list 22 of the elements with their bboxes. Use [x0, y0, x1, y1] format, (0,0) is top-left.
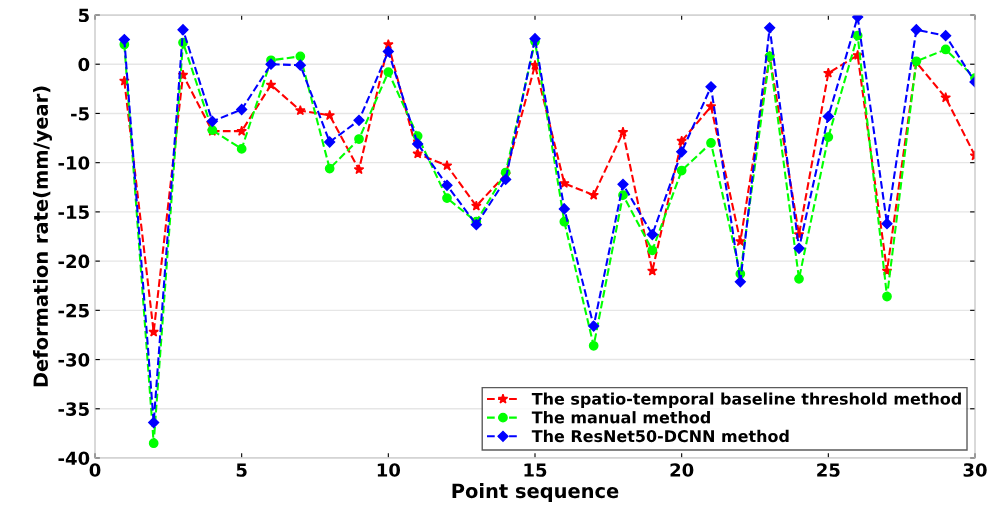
y-tick-label: -30 — [58, 353, 90, 367]
legend-label: The ResNet50-DCNN method — [531, 429, 789, 443]
x-tick-label: 25 — [817, 463, 840, 477]
x-tick-label: 0 — [89, 463, 101, 477]
y-axis-title: Deformation rate(mm/year) — [32, 86, 52, 387]
y-tick-label: -35 — [58, 402, 89, 416]
x-tick-label: 20 — [670, 463, 694, 477]
x-tick-label: 5 — [236, 463, 247, 477]
y-tick-label: 5 — [78, 8, 89, 23]
y-tick-label: -10 — [58, 156, 90, 170]
legend-label: The spatio-temporal baseline threshold method — [531, 392, 961, 408]
x-tick-label: 15 — [524, 463, 547, 477]
x-axis-title: Point sequence — [452, 483, 619, 502]
y-tick-label: -5 — [71, 107, 89, 121]
y-tick-label: 0 — [78, 57, 90, 72]
legend-label: The manual method — [531, 411, 710, 424]
y-tick-label: -15 — [58, 205, 89, 220]
x-tick-label: 30 — [963, 463, 987, 477]
y-tick-label: -20 — [58, 254, 90, 269]
y-tick-label: -40 — [58, 451, 90, 466]
x-tick-label: 10 — [377, 463, 401, 477]
y-tick-label: -25 — [58, 303, 89, 318]
